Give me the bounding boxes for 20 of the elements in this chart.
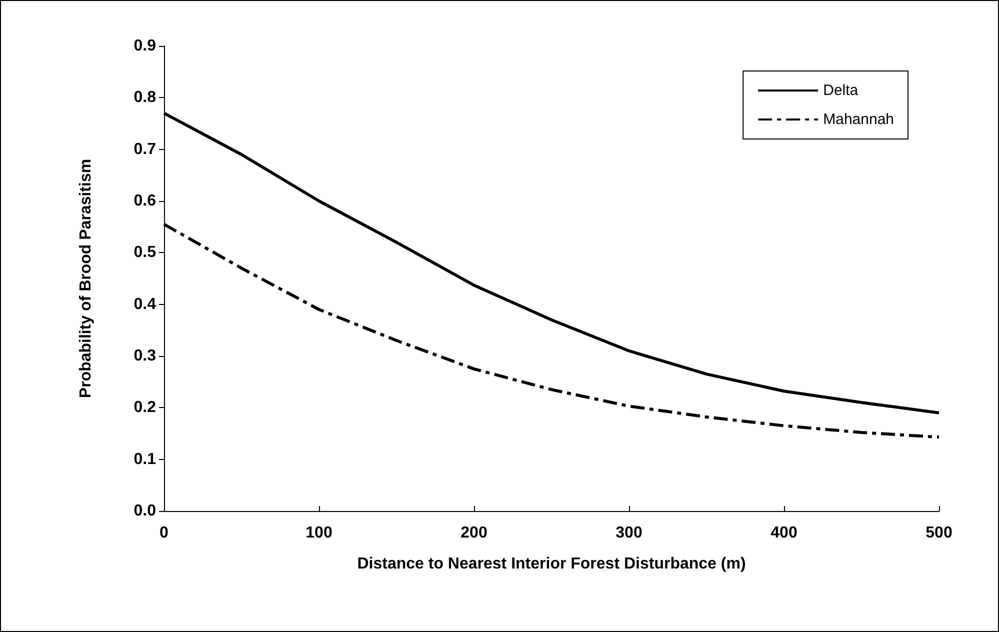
y-tick-label: 0.5	[134, 244, 156, 262]
y-tick-label: 0.9	[134, 38, 156, 54]
legend-label: Delta	[823, 82, 859, 99]
x-tick-label: 300	[616, 524, 642, 542]
x-tick-label: 200	[460, 524, 488, 542]
y-axis-title: Probability of Brood Parasitism	[78, 158, 94, 398]
y-tick-label: 0.0	[134, 502, 156, 520]
x-tick-label: 0	[160, 524, 169, 542]
x-tick-label: 500	[926, 524, 952, 542]
y-tick-label: 0.1	[134, 450, 156, 468]
y-tick-label: 0.6	[134, 192, 156, 210]
legend-label: Mahannah	[823, 111, 894, 128]
y-tick-label: 0.4	[134, 296, 156, 313]
x-axis-title: Distance to Nearest Interior Forest Disturbance (m)	[357, 556, 746, 572]
y-tick-label: 0.3	[134, 348, 156, 364]
y-tick-label: 0.7	[134, 140, 156, 158]
y-tick-label: 0.2	[134, 399, 156, 416]
x-tick-label: 400	[770, 524, 798, 542]
x-tick-label: 100	[306, 524, 332, 542]
y-tick-label: 0.8	[134, 89, 156, 106]
